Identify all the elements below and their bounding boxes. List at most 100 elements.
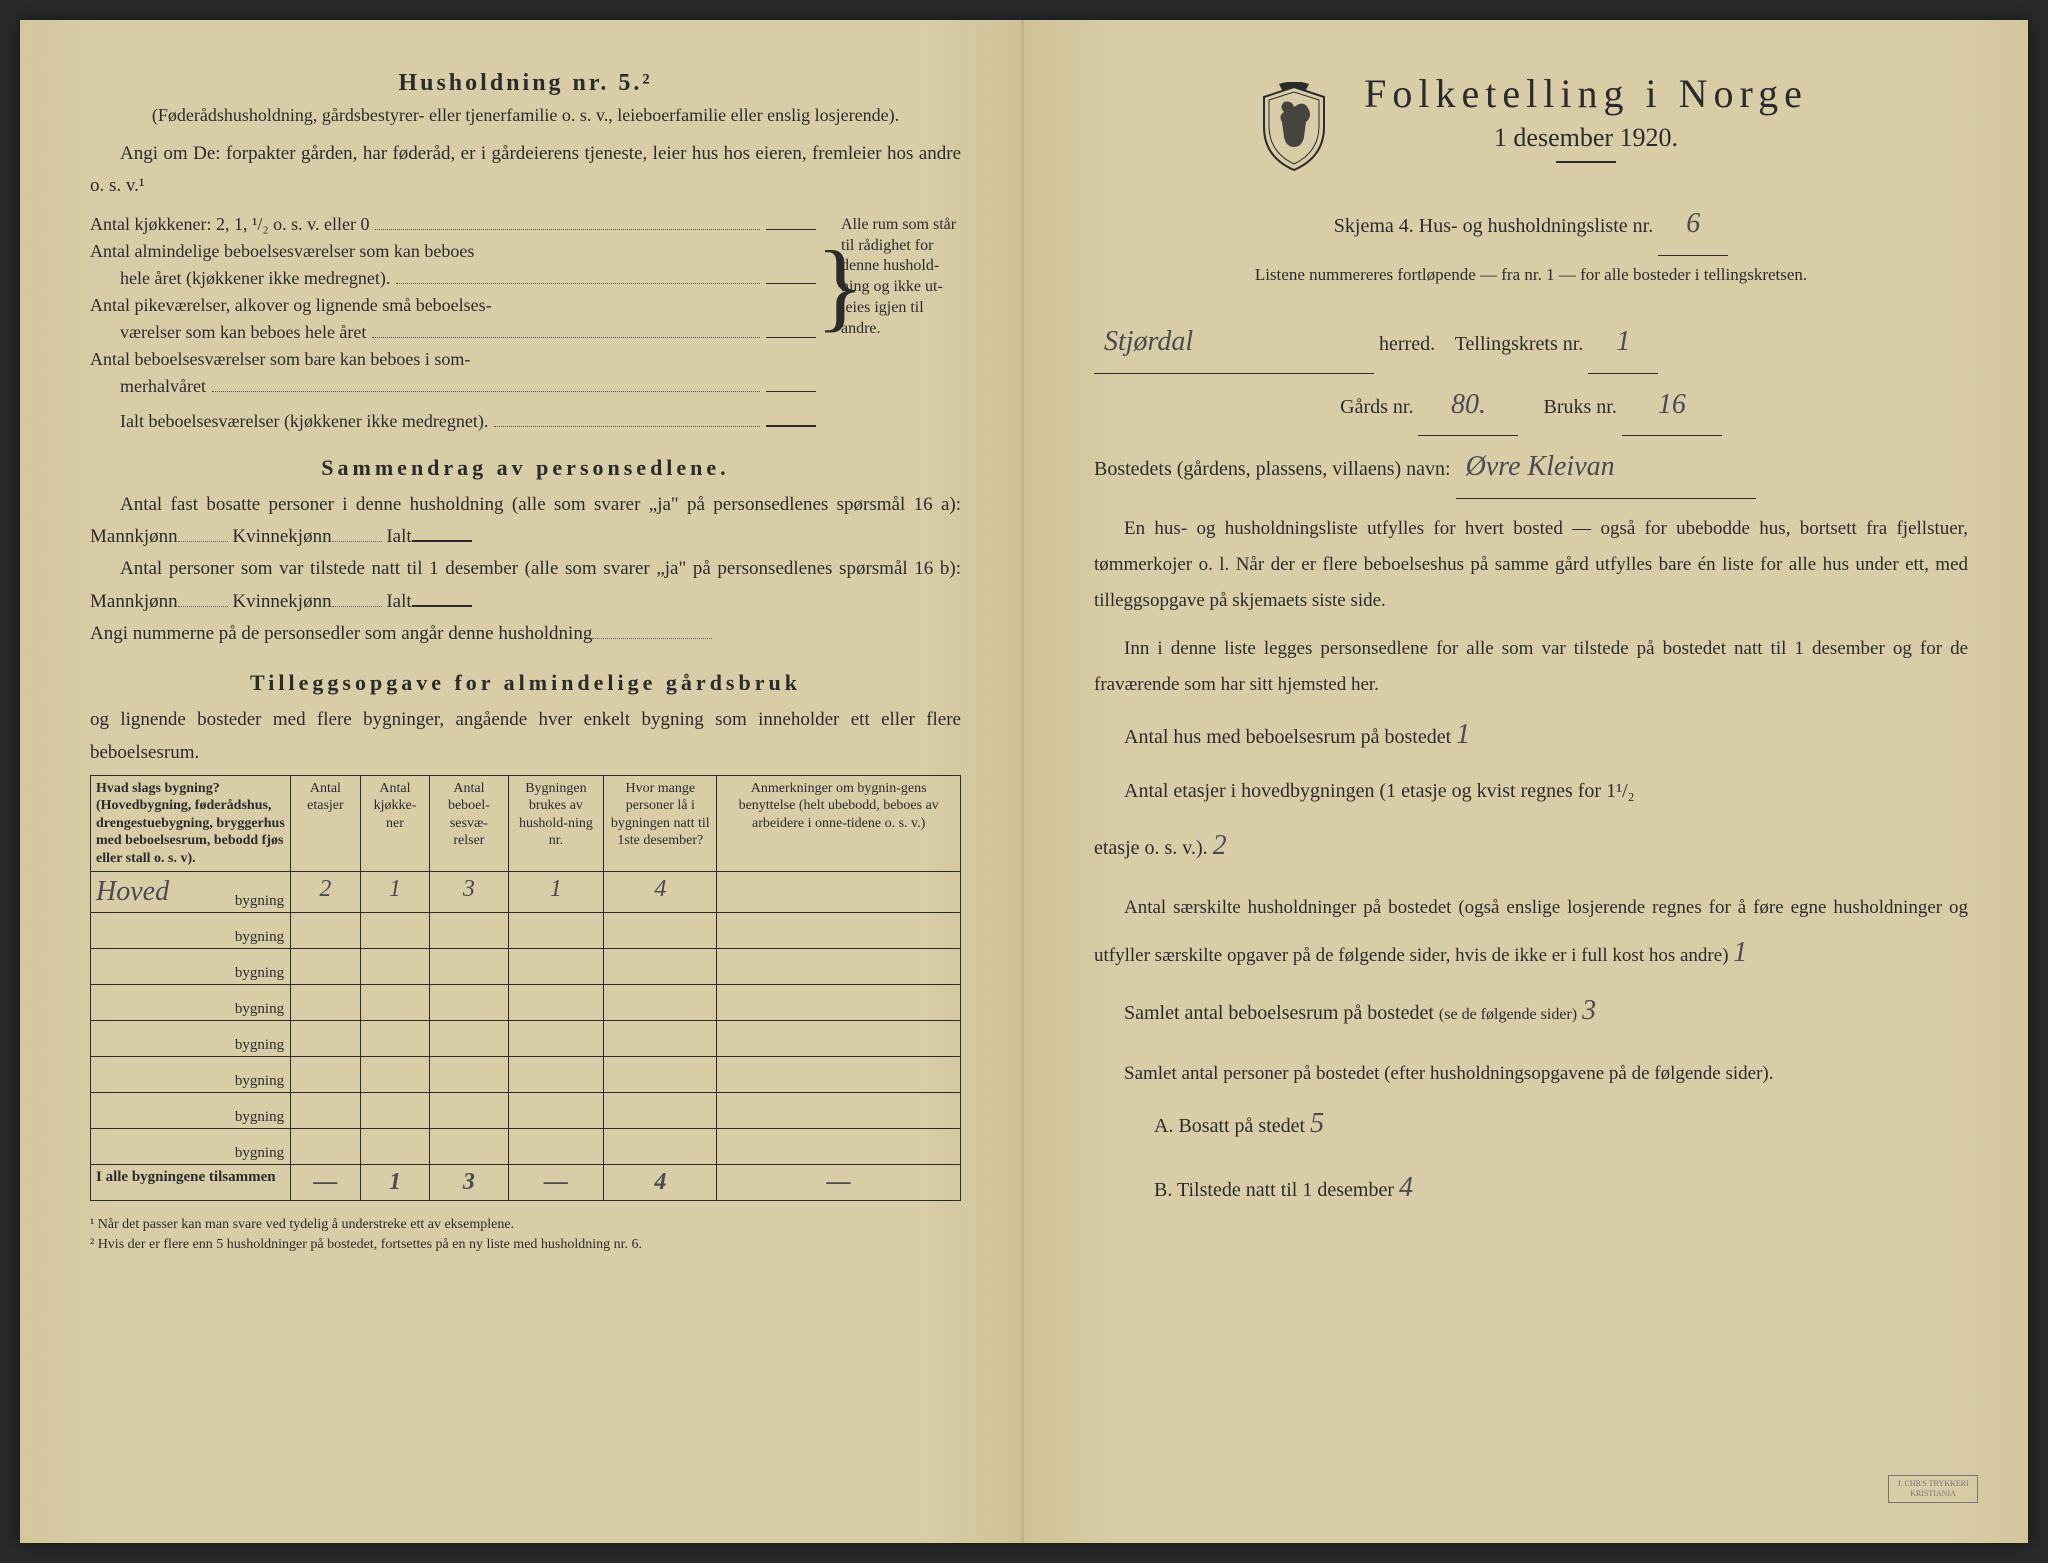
f1-val: 1	[1456, 719, 1470, 750]
tot4: 4	[604, 1165, 717, 1201]
fA-label: A. Bosatt på stedet	[1154, 1115, 1305, 1137]
f5: Samlet antal personer på bostedet (efter…	[1094, 1056, 1968, 1092]
row-val-cell	[360, 913, 430, 949]
row-val-cell	[360, 1021, 430, 1057]
row-val-cell	[360, 1093, 430, 1129]
list2a: Antal almindelige beboelsesværelser som …	[90, 238, 474, 265]
table-row: bygning	[91, 1093, 961, 1129]
row-val-cell	[717, 985, 961, 1021]
row-val-cell	[430, 1057, 508, 1093]
row-suffix: bygning	[235, 893, 284, 910]
tot2: 3	[430, 1165, 508, 1201]
sec2-line1: Antal fast bosatte personer i denne hush…	[90, 489, 961, 554]
row-val-cell	[508, 913, 604, 949]
list5: Ialt beboelsesværelser (kjøkkener ikke m…	[120, 408, 488, 435]
table-row: bygning	[91, 1057, 961, 1093]
th0: Hvad slags bygning? (Hovedbygning, føder…	[91, 775, 291, 872]
krets-label: Tellingskrets nr.	[1455, 333, 1584, 355]
row-val-cell	[291, 1129, 361, 1165]
fB: B. Tilstede natt til 1 desember 4	[1094, 1156, 1968, 1220]
row-val-cell: 1	[360, 872, 430, 913]
row-val-cell	[604, 1093, 717, 1129]
row-val-cell	[430, 1021, 508, 1057]
row-name-cell: Hovedbygning	[91, 872, 291, 913]
sec2-line3: Angi nummerne på de personsedler som ang…	[90, 618, 961, 650]
row-val-cell	[430, 1129, 508, 1165]
list4b: merhalvåret	[120, 373, 206, 400]
row-name-cell: bygning	[91, 1021, 291, 1057]
row-name-cell: bygning	[91, 1057, 291, 1093]
row-val-cell	[604, 1129, 717, 1165]
fn2: ² Hvis der er flere enn 5 husholdninger …	[90, 1235, 961, 1255]
sec2-l2: Antal personer som var tilstede natt til…	[90, 558, 961, 611]
sec2-l2c: Ialt	[386, 591, 411, 612]
sec2-l3: Angi nummerne på de personsedler som ang…	[90, 623, 592, 644]
row-val-cell	[360, 985, 430, 1021]
list4a: Antal beboelsesværelser som bare kan beb…	[90, 346, 470, 373]
sec2-l2b: Kvinnekjønn	[232, 591, 331, 612]
row-name-cell: bygning	[91, 1093, 291, 1129]
row-val-cell	[717, 949, 961, 985]
row-val-cell	[360, 1057, 430, 1093]
row-val-cell	[508, 1129, 604, 1165]
printer-stamp: J. CHR'S TRYKKERIKRISTIANIA	[1888, 1475, 1978, 1503]
row-val-cell	[430, 949, 508, 985]
row-val-cell	[291, 913, 361, 949]
f2-label1: Antal etasjer i hovedbygningen (1 etasje…	[1124, 780, 1635, 802]
list1: Antal kjøkkener: 2, 1, ¹/₂ o. s. v. elle…	[90, 211, 369, 238]
row-val-cell	[717, 1021, 961, 1057]
brace-icon: }	[816, 211, 841, 435]
fA-val: 5	[1310, 1108, 1324, 1139]
row-suffix: bygning	[235, 1001, 284, 1018]
row-val-cell	[291, 1021, 361, 1057]
row-val-cell: 4	[604, 872, 717, 913]
f3-val: 1	[1733, 937, 1747, 968]
gards-label: Gårds nr.	[1340, 396, 1413, 418]
row-val-cell	[508, 1057, 604, 1093]
sec3-sub: og lignende bosteder med flere bygninger…	[90, 704, 961, 769]
row-val-cell	[360, 949, 430, 985]
fB-label: B. Tilstede natt til 1 desember	[1154, 1179, 1394, 1201]
kitchen-rooms-block: Antal kjøkkener: 2, 1, ¹/₂ o. s. v. elle…	[90, 211, 961, 435]
row-val-cell	[430, 985, 508, 1021]
f4-label: Samlet antal beboelsesrum på bostedet	[1124, 1002, 1434, 1024]
row-name-cell: bygning	[91, 1129, 291, 1165]
row-val-cell	[360, 1129, 430, 1165]
schema-val: 6	[1658, 193, 1728, 256]
para1: En hus- og husholdningsliste utfylles fo…	[1094, 511, 1968, 619]
tot0: —	[291, 1165, 361, 1201]
bosted-val: Øvre Kleivan	[1456, 436, 1756, 499]
row-val-cell	[291, 985, 361, 1021]
row-val-cell	[604, 913, 717, 949]
title-divider	[1556, 161, 1616, 163]
bosted-line: Bostedets (gårdens, plassens, villaens) …	[1094, 436, 1968, 499]
row-val-cell	[604, 985, 717, 1021]
table-row: Hovedbygning21314	[91, 872, 961, 913]
row-suffix: bygning	[235, 965, 284, 982]
krets-val: 1	[1588, 311, 1658, 374]
sec2-title: Sammendrag av personsedlene.	[90, 455, 961, 481]
row-val-cell	[508, 949, 604, 985]
para2: Inn i denne liste legges personsedlene f…	[1094, 631, 1968, 703]
bruks-val: 16	[1622, 374, 1722, 437]
row-val-cell: 2	[291, 872, 361, 913]
row-val-cell	[430, 1093, 508, 1129]
footnotes: ¹ Når det passer kan man svare ved tydel…	[90, 1215, 961, 1254]
schema-label: Skjema 4. Hus- og husholdningsliste nr.	[1334, 215, 1653, 237]
row-val-cell	[717, 1093, 961, 1129]
left-intro1: (Føderådshusholdning, gårdsbestyrer- ell…	[90, 103, 961, 128]
right-subtitle: 1 desember 1920.	[1364, 123, 1808, 153]
left-page: Husholdning nr. 5.² (Føderådshusholdning…	[20, 20, 1024, 1543]
fA: A. Bosatt på stedet 5	[1094, 1092, 1968, 1156]
row-val-cell	[508, 985, 604, 1021]
f4: Samlet antal beboelsesrum på bostedet (s…	[1094, 979, 1968, 1043]
f3-label: Antal særskilte husholdninger på bostede…	[1094, 897, 1968, 966]
th1: Antal etasjer	[291, 775, 361, 872]
right-page: Folketelling i Norge 1 desember 1920. Sk…	[1024, 20, 2028, 1543]
table-row: bygning	[91, 913, 961, 949]
right-title: Folketelling i Norge	[1364, 70, 1808, 117]
row-val-cell	[717, 872, 961, 913]
f1: Antal hus med beboelsesrum på bostedet 1	[1094, 703, 1968, 767]
title-row: Folketelling i Norge 1 desember 1920.	[1094, 70, 1968, 183]
row-suffix: bygning	[235, 1109, 284, 1126]
